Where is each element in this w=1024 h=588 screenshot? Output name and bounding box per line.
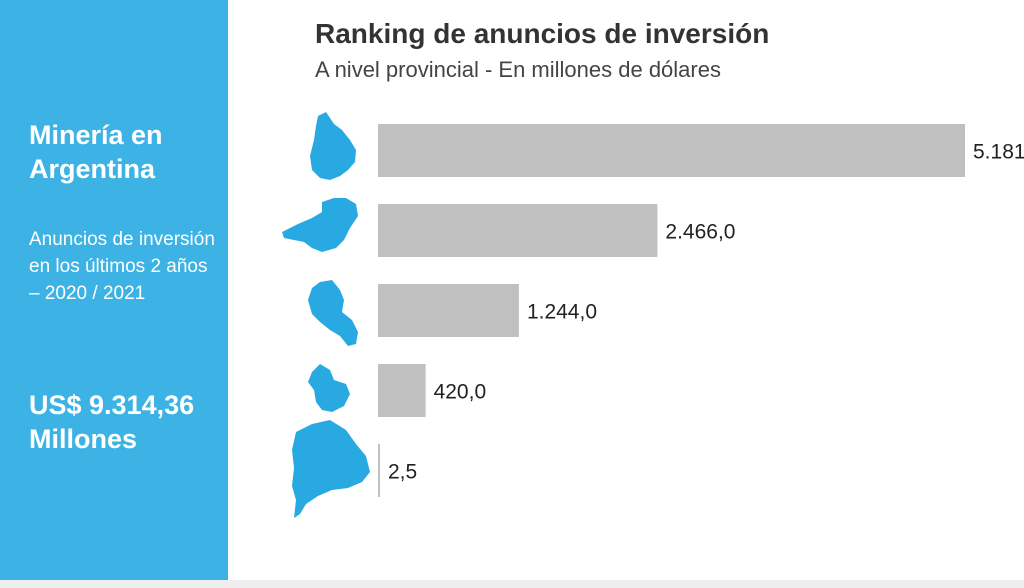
chart-title: Ranking de anuncios de inversión <box>315 18 770 49</box>
chart-subtitle: A nivel provincial - En millones de dóla… <box>315 57 721 82</box>
sidebar-total-amount: US$ 9.314,36 Millones <box>29 390 195 454</box>
bar-value-label: 420,0 <box>434 381 487 404</box>
bar <box>378 364 426 417</box>
province-map-icon <box>308 280 358 346</box>
bar-value-label: 1.244,0 <box>527 301 597 324</box>
bar <box>378 444 380 497</box>
bar-value-label: 5.181 <box>973 141 1024 164</box>
bar <box>378 124 965 177</box>
bar <box>378 204 658 257</box>
province-map-icon <box>282 198 358 252</box>
bar-value-label: 2,5 <box>388 461 417 484</box>
bar-value-label: 2.466,0 <box>665 221 735 244</box>
sidebar-panel: Minería en Argentina Anuncios de inversi… <box>0 0 228 580</box>
bottom-divider <box>0 580 1024 588</box>
province-map-icon <box>308 364 350 412</box>
sidebar-title: Minería en Argentina <box>29 120 163 184</box>
bar <box>378 284 519 337</box>
sidebar-subtitle: Anuncios de inversión en los últimos 2 a… <box>29 229 215 304</box>
province-map-icon <box>310 112 356 180</box>
province-map-icon <box>292 420 370 518</box>
